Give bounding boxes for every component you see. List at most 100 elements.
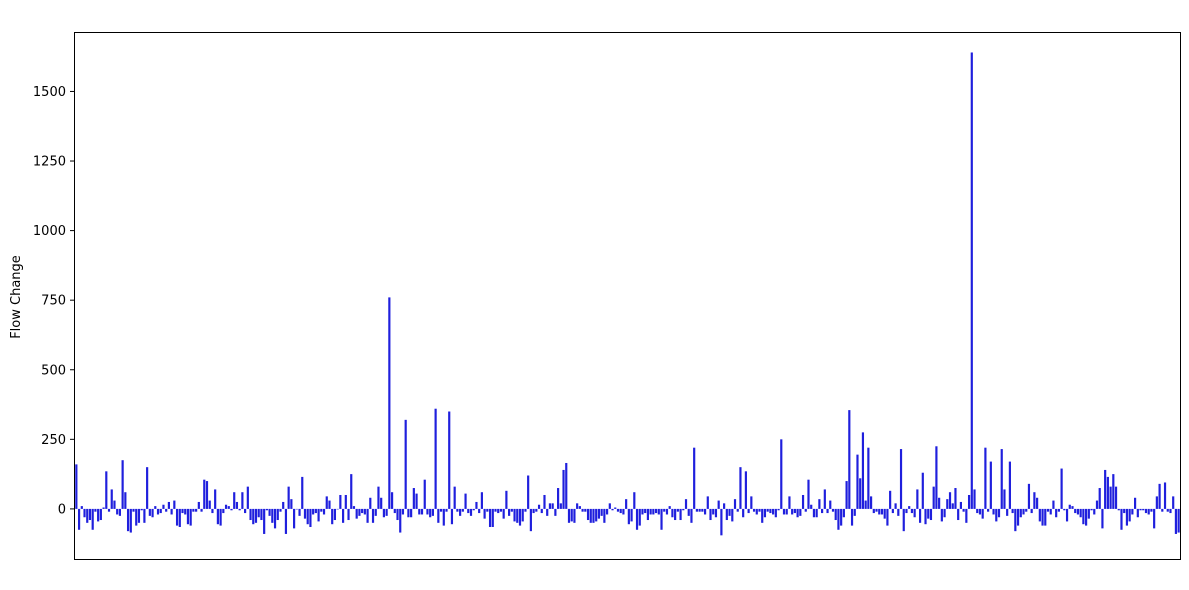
bar [682,508,685,511]
bar [989,461,992,509]
bar [859,478,862,509]
bar [1095,500,1099,509]
bar [521,508,524,522]
bar [116,508,119,515]
bar [543,494,546,509]
bar [665,508,669,515]
bar [1038,508,1041,522]
bar [491,508,494,527]
bar [83,508,86,518]
bar [284,508,288,534]
bar [619,508,622,514]
bar [97,508,100,522]
bar [1101,508,1104,529]
y-tick-label: 1500 [33,85,66,100]
bar [1082,508,1085,525]
bar [287,486,290,509]
bar [126,508,130,532]
bar [891,508,894,514]
bar [241,492,244,509]
bar [856,454,859,509]
bar [388,297,391,509]
bar [448,411,451,509]
bar [978,508,982,515]
bar [815,508,818,518]
bar [156,508,160,515]
bar [638,508,641,526]
bar [573,508,576,523]
bar [303,508,307,519]
bar [1098,488,1101,509]
bar [494,508,497,512]
bar [1014,508,1017,532]
bar [516,508,519,523]
bar [342,508,345,523]
bar [984,447,987,509]
bar [352,506,356,509]
bar [524,508,527,512]
bar [461,508,464,512]
bar [527,475,530,509]
bar [894,503,897,509]
bar [165,508,168,512]
bar [230,508,233,511]
bar [913,508,916,518]
bar [146,467,149,509]
bar [867,447,870,509]
bar [723,503,726,509]
bar [431,508,434,516]
bar [121,460,124,509]
bar [777,508,780,511]
bar [1057,508,1060,512]
bar [249,508,252,521]
bar [957,508,960,521]
bar [897,508,900,516]
bars-layer [75,52,1180,536]
bar [679,508,682,521]
bar [535,508,538,512]
y-axis: 0 250 500 750 1000 1250 1500 [33,85,75,517]
bar [940,508,943,522]
bar [829,500,832,509]
bar [570,508,573,522]
bar [769,508,772,514]
bar [499,508,503,512]
bar [1019,508,1022,518]
bar [831,508,835,512]
bar [254,508,258,523]
bar [742,508,745,518]
bar [948,492,952,509]
bar [420,508,424,515]
bar [747,508,750,514]
bar [1128,508,1131,522]
bar [929,508,933,521]
bar [336,508,339,510]
bar [641,508,644,515]
bar [219,508,222,526]
bar [625,499,628,509]
bar [1030,508,1033,514]
bar [761,508,764,523]
bar [878,508,881,515]
bar [1123,508,1126,514]
bar [314,508,317,514]
bar [110,489,113,509]
bar [1090,508,1093,511]
bar [532,508,535,514]
bar [246,486,249,509]
bar [361,508,364,514]
bar [1155,496,1158,509]
bar [99,508,102,521]
bar [772,508,775,515]
bar [129,508,132,533]
bar [995,508,998,522]
bar [1025,508,1028,512]
bar [693,447,696,509]
bar [1049,508,1052,515]
bar [967,494,971,509]
bar [385,508,388,516]
bar [203,479,206,509]
bar [456,508,459,512]
bar [437,508,440,523]
